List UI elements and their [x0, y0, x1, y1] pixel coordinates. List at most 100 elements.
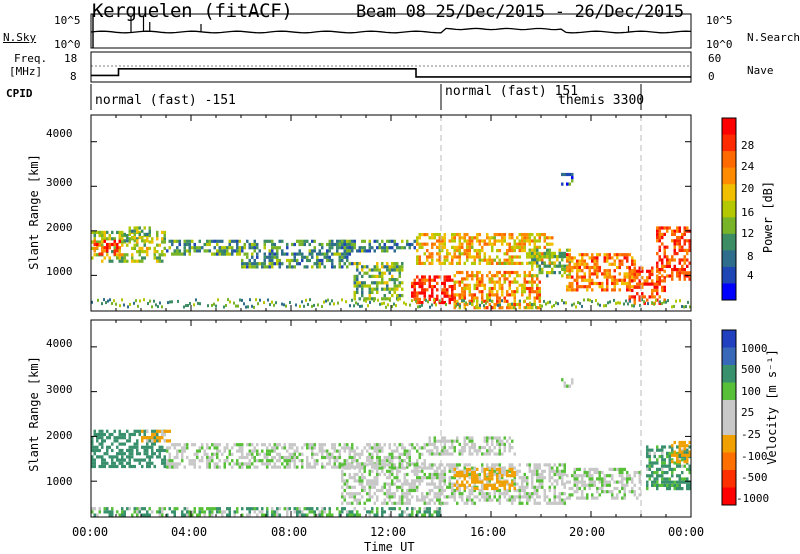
x-tick: 00:00 — [72, 525, 109, 539]
velocity-cell — [351, 459, 354, 463]
velocity-cell — [431, 442, 434, 446]
velocity-cell — [191, 510, 194, 514]
power-cell — [121, 234, 124, 238]
velocity-cell — [553, 472, 556, 477]
velocity-cell — [428, 449, 431, 453]
power-cell — [418, 278, 421, 282]
velocity-cell — [583, 496, 586, 500]
power-cell — [276, 258, 279, 263]
velocity-cell — [166, 429, 169, 433]
velocity-cell — [121, 458, 124, 462]
power-cell — [327, 298, 329, 302]
velocity-cell — [651, 471, 654, 475]
power-cell — [111, 302, 113, 305]
power-cell — [248, 246, 251, 250]
power-cell — [528, 242, 531, 246]
velocity-cell — [256, 465, 259, 469]
power-cell — [641, 266, 644, 270]
power-cell — [316, 252, 319, 256]
power-cell — [421, 301, 424, 305]
power-cell — [177, 299, 179, 303]
power-cell — [488, 258, 491, 262]
velocity-cell — [273, 443, 276, 447]
velocity-cell — [511, 483, 514, 487]
velocity-cell — [443, 495, 446, 499]
velocity-cell — [621, 477, 624, 481]
velocity-cell — [438, 498, 441, 502]
power-cell — [416, 297, 419, 301]
velocity-cell — [383, 485, 386, 489]
power-cell — [576, 265, 579, 270]
velocity-cell — [458, 485, 461, 489]
velocity-cell — [151, 432, 154, 437]
velocity-cell — [488, 477, 491, 481]
power-cell — [266, 265, 269, 269]
power-cell — [413, 246, 416, 250]
velocity-cell — [93, 461, 96, 465]
velocity-cell — [686, 458, 689, 462]
velocity-cell — [536, 479, 539, 483]
velocity-cell — [321, 446, 324, 450]
power-cell — [631, 295, 634, 299]
velocity-cell — [581, 493, 584, 497]
power-cell — [468, 283, 471, 287]
power-cell — [511, 255, 514, 259]
velocity-cell — [348, 476, 351, 480]
power-cell — [103, 298, 105, 302]
power-cell — [93, 242, 96, 247]
velocity-cell — [511, 495, 514, 499]
velocity-cell — [508, 449, 511, 453]
velocity-cell — [458, 474, 461, 478]
velocity-cell — [436, 498, 439, 502]
velocity-cell — [121, 455, 124, 459]
power-cell — [513, 255, 516, 259]
velocity-cell — [543, 488, 546, 493]
velocity-cell — [661, 461, 664, 465]
velocity-cell — [611, 493, 614, 497]
power-cell — [286, 265, 289, 269]
velocity-cell — [416, 463, 419, 467]
velocity-cell — [153, 429, 156, 433]
velocity-cell — [648, 467, 651, 471]
velocity-cell — [381, 462, 384, 466]
power-cell — [233, 301, 235, 305]
power-cell — [218, 249, 221, 253]
power-cell — [436, 281, 439, 285]
power-cell — [451, 236, 454, 240]
velocity-cell — [501, 466, 504, 470]
velocity-cell — [488, 482, 491, 486]
velocity-cell — [301, 513, 304, 517]
velocity-cell — [373, 492, 376, 496]
power-cell — [631, 269, 634, 273]
velocity-cell — [388, 462, 391, 466]
power-cell — [197, 301, 199, 305]
velocity-cell — [423, 466, 426, 470]
power-cell — [376, 290, 379, 294]
velocity-cell — [98, 429, 101, 433]
velocity-cell — [158, 436, 161, 440]
power-cell — [578, 285, 581, 289]
power-cell — [568, 253, 571, 257]
power-cell — [171, 239, 174, 243]
velocity-cell — [253, 507, 256, 511]
velocity-cell — [483, 498, 486, 502]
velocity-cell — [683, 458, 686, 462]
power-cell — [596, 259, 599, 263]
velocity-cell — [676, 483, 679, 487]
power-cell — [523, 286, 526, 291]
power-cell — [426, 278, 429, 282]
power-cell — [551, 255, 554, 259]
power-cell — [173, 252, 176, 256]
power-cell — [133, 229, 136, 233]
power-cell — [491, 245, 494, 249]
power-cell — [538, 264, 541, 268]
velocity-cell — [468, 439, 471, 443]
velocity-cell — [176, 462, 179, 466]
velocity-cell — [181, 459, 184, 463]
velocity-cell — [123, 464, 126, 469]
power-cell — [676, 229, 679, 233]
velocity-cell — [406, 462, 409, 466]
power-cell — [516, 280, 519, 284]
power-cell — [321, 246, 324, 250]
velocity-cell — [633, 490, 636, 494]
